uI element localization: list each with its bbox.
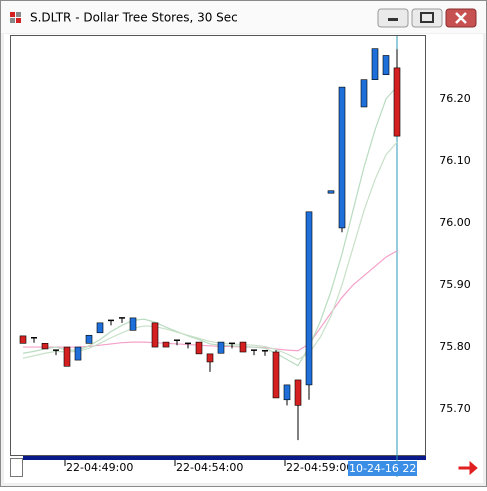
y-tick-label: 76.10: [439, 154, 471, 167]
candle-body: [162, 341, 170, 348]
x-tick-label: 22-04:49:00: [66, 461, 133, 474]
candle-body: [96, 322, 104, 334]
candle-body: [283, 384, 291, 401]
candle-body: [63, 346, 71, 367]
corner-box[interactable]: [10, 458, 23, 477]
moving-average-line: [22, 86, 398, 367]
moving-average-line: [22, 141, 398, 361]
candle-body: [360, 79, 368, 108]
candle-body: [195, 341, 203, 355]
candle-body: [393, 67, 401, 137]
candle-body: [41, 343, 49, 350]
scroll-bar[interactable]: [23, 456, 426, 460]
app-icon: [10, 12, 21, 23]
candle-body: [239, 341, 247, 353]
cursor-label-bg: [348, 461, 417, 476]
y-tick-label: 76.20: [439, 92, 471, 105]
candle-body: [371, 48, 379, 80]
y-tick-label: 75.80: [439, 340, 471, 353]
y-tick-label: 75.90: [439, 278, 471, 291]
close-button[interactable]: [445, 8, 477, 28]
x-tick-label: 22-04:59:00: [286, 461, 353, 474]
y-tick-label: 76.00: [439, 216, 471, 229]
candle-body: [129, 317, 137, 331]
window-title: S.DLTR - Dollar Tree Stores, 30 Sec: [30, 11, 238, 25]
candle-body: [85, 334, 93, 344]
candle-body: [272, 351, 280, 399]
minimize-button[interactable]: [377, 8, 409, 28]
candle-body: [19, 335, 27, 344]
candle-body: [206, 353, 214, 363]
candle-body: [294, 379, 302, 406]
x-tick-label: 22-04:54:00: [176, 461, 243, 474]
maximize-button[interactable]: [411, 8, 443, 28]
cursor-label: 10-24-16 22:34:00: [349, 462, 452, 475]
candle-body: [217, 341, 225, 354]
y-tick-label: 75.70: [439, 402, 471, 415]
candle-body: [305, 211, 313, 386]
candle-body: [327, 190, 335, 194]
candle-body: [74, 346, 82, 361]
scroll-right-arrow[interactable]: [458, 460, 478, 476]
candle-body: [151, 322, 159, 348]
plot-layer: [19, 48, 401, 441]
candle-body: [382, 55, 390, 76]
candle-body: [338, 86, 346, 229]
plot-area: [10, 35, 426, 456]
